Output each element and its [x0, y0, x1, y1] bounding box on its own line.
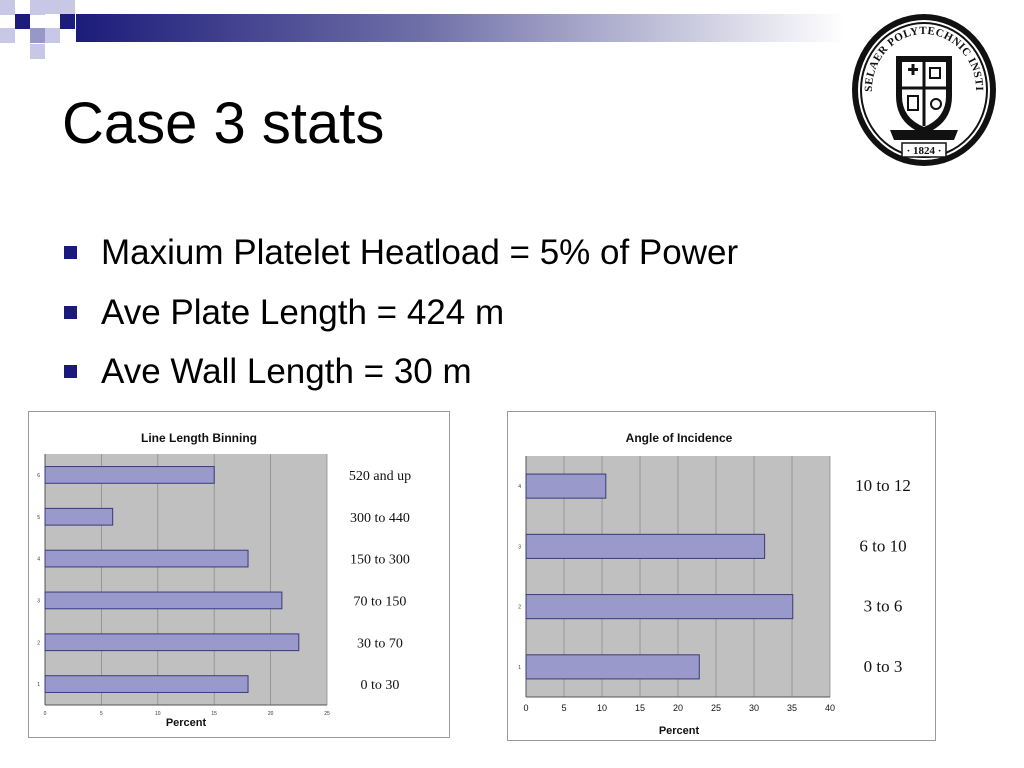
x-tick-label: 25: [324, 711, 330, 717]
category-label: 0 to 30: [361, 678, 400, 693]
x-tick-label: 35: [787, 703, 797, 713]
y-tick-label: 2: [518, 605, 521, 611]
angle-of-incidence-chart-svg: Angle of Incidence Percent 0 5 10 15 20 25 30 3…: [518, 431, 911, 737]
x-tick-label: 20: [268, 711, 274, 717]
x-tick-label: 5: [100, 711, 103, 717]
y-tick-label: 1: [518, 665, 521, 671]
square-bullet-icon: [64, 305, 77, 319]
x-axis-label: Percent: [166, 717, 207, 729]
bullet-text: Maxium Platelet Heatload = 5% of Power: [101, 233, 739, 272]
bar: [525, 473, 607, 499]
x-tick-label: 0: [44, 711, 47, 717]
x-tick-label: 20: [673, 703, 683, 713]
bar: [44, 675, 249, 693]
bullet-text: Ave Wall Length = 30 m: [101, 352, 472, 391]
chart-title: Line Length Binning: [141, 431, 257, 445]
y-tick-label: 4: [37, 557, 40, 563]
x-tick-label: 10: [155, 711, 161, 717]
x-tick-label: 15: [211, 711, 217, 717]
y-tick-label: 3: [37, 598, 40, 604]
bar: [44, 466, 215, 484]
x-tick-label: 15: [635, 703, 645, 713]
x-tick-label: 5: [561, 703, 566, 713]
category-label: 30 to 70: [357, 636, 403, 651]
bar: [525, 654, 700, 680]
category-label: 520 and up: [349, 469, 411, 484]
category-label: 0 to 3: [864, 657, 903, 676]
category-label: 10 to 12: [855, 476, 911, 495]
x-tick-label: 40: [825, 703, 835, 713]
x-tick-label: 0: [523, 703, 528, 713]
x-tick-label: 30: [749, 703, 759, 713]
bar: [525, 533, 766, 559]
bullet-item: Ave Plate Length = 424 m: [62, 288, 738, 348]
category-label: 300 to 440: [350, 511, 410, 526]
category-label: 3 to 6: [864, 597, 903, 616]
y-tick-label: 5: [37, 515, 40, 521]
chart-title: Angle of Incidence: [626, 431, 733, 445]
line-length-chart-svg: Line Length Binning Percent 0 5 10 15 20 251 0…: [37, 431, 411, 729]
y-tick-label: 1: [37, 682, 40, 688]
slide-title: Case 3 stats: [62, 91, 385, 156]
x-tick-label: 25: [711, 703, 721, 713]
category-label: 150 to 300: [350, 553, 410, 568]
y-tick-label: 3: [518, 544, 521, 550]
bar: [44, 633, 300, 652]
category-label: 6 to 10: [859, 536, 906, 555]
square-bullet-icon: [64, 246, 77, 259]
bullet-item: Ave Wall Length = 30 m: [62, 347, 738, 407]
header-decoration: [0, 0, 845, 59]
angle-of-incidence-chart: Angle of Incidence Percent 0 5 10 15 20 25 30 3…: [507, 411, 936, 741]
category-label: 70 to 150: [354, 594, 407, 609]
bullet-text: Ave Plate Length = 424 m: [101, 292, 505, 332]
bar: [44, 549, 249, 568]
y-tick-label: 4: [518, 484, 521, 490]
institute-seal-logo: RENSSELAER POLYTECHNIC INSTITUTE · 1824 …: [850, 12, 996, 166]
seal-year: · 1824 ·: [907, 145, 942, 157]
y-tick-label: 6: [37, 473, 40, 479]
x-axis-label: Percent: [659, 725, 700, 737]
square-bullet-icon: [64, 365, 77, 378]
plot-area: [45, 454, 327, 705]
bar: [44, 591, 283, 610]
bullet-item: Maxium Platelet Heatload = 5% of Power: [62, 228, 738, 288]
bar: [525, 594, 794, 620]
y-tick-label: 2: [37, 640, 40, 646]
bullet-list: Maxium Platelet Heatload = 5% of Power A…: [62, 228, 738, 407]
bar: [44, 507, 114, 526]
x-tick-label: 10: [597, 703, 607, 713]
line-length-chart: Line Length Binning Percent 0 5 10 15 20 25 1 0…: [28, 411, 450, 738]
